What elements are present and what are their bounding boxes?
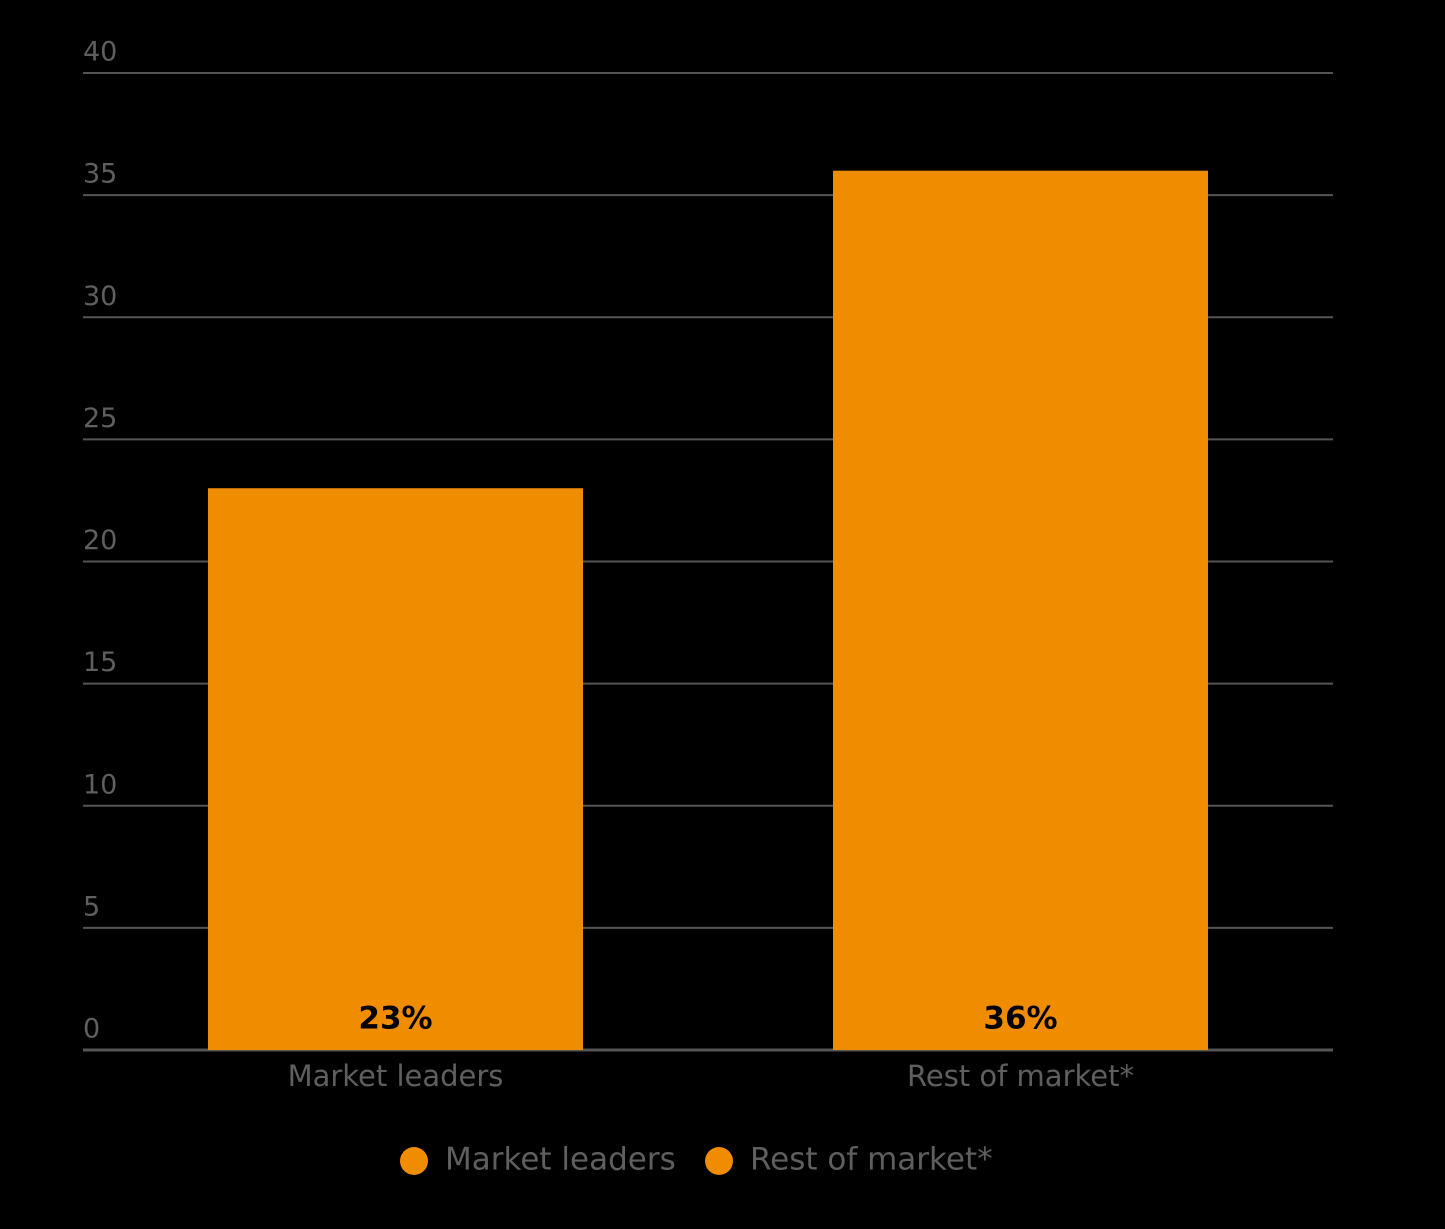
y-tick-label: 25 — [83, 403, 117, 434]
legend-swatch — [400, 1147, 428, 1175]
bar — [208, 488, 583, 1051]
legend-swatch — [705, 1147, 733, 1175]
bar — [833, 170, 1208, 1050]
y-tick-label: 10 — [83, 769, 117, 800]
y-tick-label: 40 — [83, 37, 117, 68]
data-label: 23% — [358, 1001, 432, 1037]
x-tick-label: Market leaders — [288, 1059, 504, 1093]
data-label: 36% — [983, 1001, 1057, 1037]
legend-label: Rest of market* — [750, 1142, 993, 1178]
x-tick-label: Rest of market* — [907, 1059, 1134, 1093]
y-tick-label: 5 — [83, 891, 100, 922]
legend-label: Market leaders — [445, 1142, 676, 1178]
y-tick-label: 20 — [83, 525, 117, 556]
y-tick-label: 35 — [83, 159, 117, 190]
y-tick-label: 0 — [83, 1014, 100, 1045]
y-tick-label: 30 — [83, 281, 117, 312]
y-tick-label: 15 — [83, 647, 117, 678]
